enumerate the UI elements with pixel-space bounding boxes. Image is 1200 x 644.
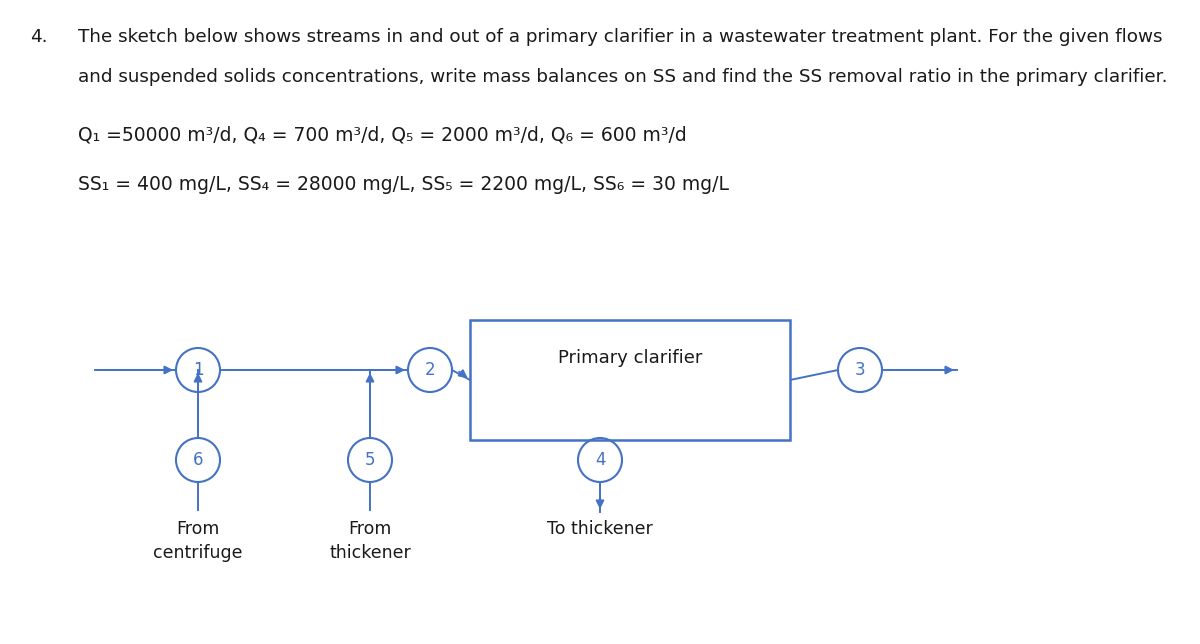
Bar: [470, 320, 790, 440]
Text: SS₁ = 400 mg/L, SS₄ = 28000 mg/L, SS₅ = 2200 mg/L, SS₆ = 30 mg/L: SS₁ = 400 mg/L, SS₄ = 28000 mg/L, SS₅ = …: [78, 175, 730, 194]
Text: and suspended solids concentrations, write mass balances on SS and find the SS r: and suspended solids concentrations, wri…: [78, 68, 1168, 86]
Text: 4.: 4.: [30, 28, 48, 46]
Text: 4: 4: [595, 451, 605, 469]
Text: From
thickener: From thickener: [329, 520, 410, 562]
Text: To thickener: To thickener: [547, 520, 653, 538]
Text: 2: 2: [425, 361, 436, 379]
Text: 1: 1: [193, 361, 203, 379]
Text: The sketch below shows streams in and out of a primary clarifier in a wastewater: The sketch below shows streams in and ou…: [78, 28, 1163, 46]
Text: Primary clarifier: Primary clarifier: [558, 349, 702, 367]
Text: From
centrifuge: From centrifuge: [154, 520, 242, 562]
Text: Q₁ =50000 m³/d, Q₄ = 700 m³/d, Q₅ = 2000 m³/d, Q₆ = 600 m³/d: Q₁ =50000 m³/d, Q₄ = 700 m³/d, Q₅ = 2000…: [78, 125, 686, 144]
Text: 6: 6: [193, 451, 203, 469]
Text: 5: 5: [365, 451, 376, 469]
Text: 3: 3: [854, 361, 865, 379]
